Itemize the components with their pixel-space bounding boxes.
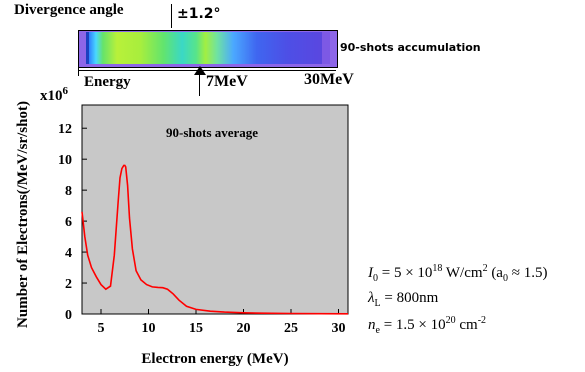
divergence-value-label: ±1.2° bbox=[177, 6, 221, 22]
x-tick-label: 30 bbox=[332, 321, 346, 336]
marker-arrowhead-icon bbox=[194, 66, 206, 75]
x-tick-label: 25 bbox=[284, 321, 298, 336]
marker-7mev-label: 7MeV bbox=[206, 73, 248, 90]
y-tick-label: 2 bbox=[65, 277, 72, 292]
intensity-formula: I0 = 5 × 1018 W/cm2 (a0 ≈ 1.5) bbox=[368, 263, 548, 284]
density-formula: ne = 1.5 × 1020 cm-2 bbox=[368, 315, 487, 336]
x-tick-label: 15 bbox=[189, 321, 203, 336]
chart-annotation: 90-shots average bbox=[166, 125, 258, 140]
y-tick-label: 4 bbox=[65, 246, 72, 261]
y-tick-label: 10 bbox=[58, 153, 72, 168]
y-scale-label: x106 bbox=[40, 85, 69, 104]
energy-axis-left-tick bbox=[78, 64, 79, 76]
energy-label: Energy bbox=[84, 74, 131, 90]
end-30mev-label: 30MeV bbox=[304, 71, 354, 88]
x-tick-label: 20 bbox=[237, 321, 251, 336]
marker-arrow-icon bbox=[199, 68, 200, 96]
x-tick-label: 10 bbox=[142, 321, 156, 336]
accumulation-label: 90-shots accumulation bbox=[340, 41, 481, 54]
plot-area bbox=[81, 104, 349, 315]
x-axis-ticks: 5 10 15 20 25 30 bbox=[98, 309, 346, 336]
divergence-angle-label: Divergence angle bbox=[14, 2, 124, 18]
divergence-bracket bbox=[171, 4, 172, 28]
beam-image bbox=[86, 32, 330, 64]
y-tick-label: 0 bbox=[65, 308, 72, 323]
series-line bbox=[81, 164, 349, 315]
wavelength-formula: λL = 800nm bbox=[368, 290, 439, 309]
x-tick-label: 5 bbox=[98, 321, 105, 336]
y-tick-label: 12 bbox=[58, 122, 72, 137]
y-tick-label: 6 bbox=[65, 215, 72, 230]
y-axis-label: Number of Electrons(/MeV/sr/shot) bbox=[15, 101, 31, 328]
energy-axis-line bbox=[78, 70, 336, 71]
x-axis-label: Electron energy (MeV) bbox=[141, 351, 288, 367]
y-tick-label: 8 bbox=[65, 184, 72, 199]
y-axis-ticks: 0 2 4 6 8 10 12 bbox=[58, 122, 87, 323]
